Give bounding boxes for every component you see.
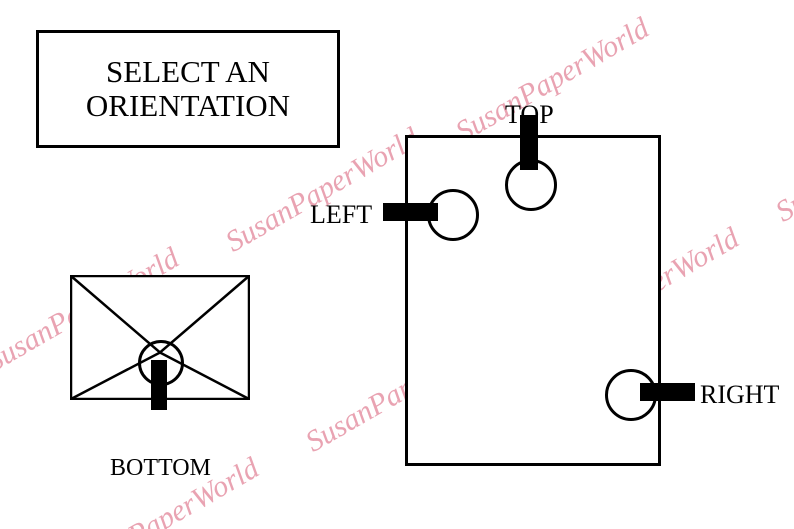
left-clip-ring bbox=[427, 189, 479, 241]
label-left: LEFT bbox=[310, 200, 372, 230]
title-line-1: SELECT AN bbox=[106, 55, 270, 89]
diagram-stage: { "canvas": { "width": 794, "height": 52… bbox=[0, 0, 794, 529]
label-right: RIGHT bbox=[700, 380, 779, 410]
envelope-clip-bar bbox=[151, 360, 167, 410]
label-bottom: BOTTOM bbox=[110, 455, 211, 482]
watermark-text: SusanPaperWorld bbox=[770, 91, 794, 229]
title-box: SELECT AN ORIENTATION bbox=[36, 30, 340, 148]
title-line-2: ORIENTATION bbox=[86, 89, 290, 123]
right-clip-bar bbox=[640, 383, 695, 401]
top-clip-ring bbox=[505, 159, 557, 211]
